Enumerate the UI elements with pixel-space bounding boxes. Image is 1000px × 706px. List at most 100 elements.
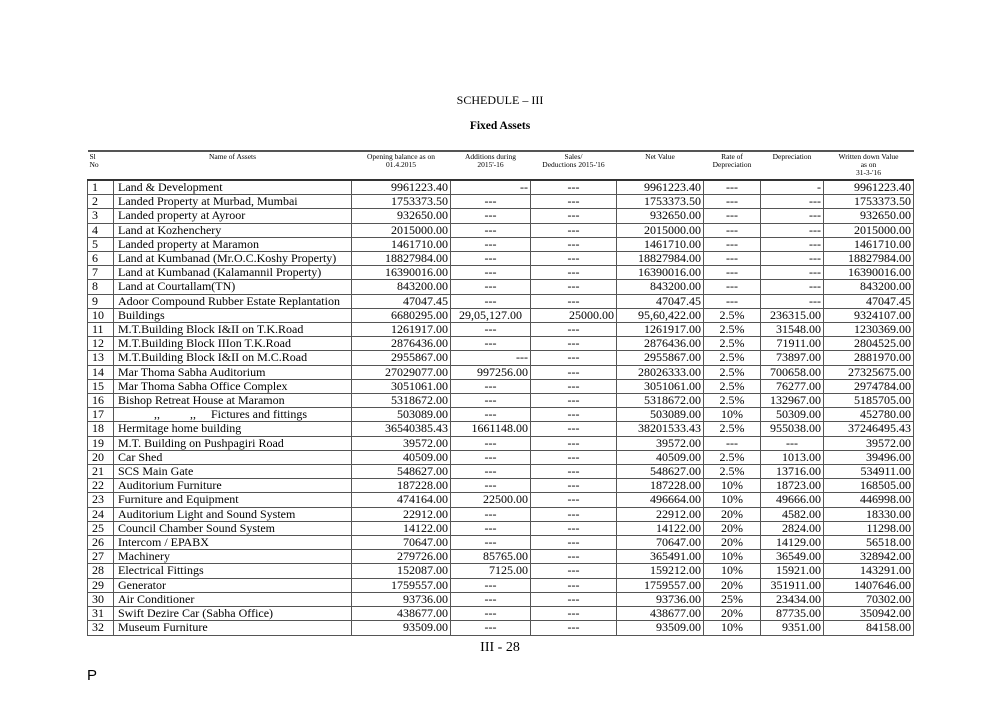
cell-name: Auditorium Furniture: [113, 478, 352, 494]
cell-depreciation: 36549.00: [760, 549, 824, 565]
cell-rate: ---: [703, 179, 761, 196]
cell-wdv: 47047.45: [823, 293, 914, 309]
table-row: 32 Museum Furniture 93509.00 --- --- 93509.00…: [87, 620, 914, 636]
cell-rate: 2.5%: [703, 449, 761, 466]
cell-additions: 85765.00: [450, 549, 531, 565]
cell-wdv: 56518.00: [823, 535, 914, 551]
table-row: 17,, ,, Fictures and fittings 503089.00 --…: [87, 407, 914, 423]
cell-additions: --: [450, 179, 531, 196]
table-row: 19 M.T. Building on Pushpagiri Road 39572.…: [87, 435, 914, 451]
cell-rate: 2.5%: [703, 336, 761, 352]
cell-sl: 10: [87, 307, 114, 324]
cell-rate: 20%: [703, 577, 761, 593]
cell-wdv: 328942.00: [823, 549, 914, 565]
cell-depreciation: 700658.00: [760, 364, 824, 380]
cell-depreciation: -: [760, 179, 824, 196]
cell-name: Intercom / EPABX: [113, 535, 352, 551]
header-wdv: Written down Value as on 31-3-'16: [823, 150, 914, 180]
cell-name: Machinery: [113, 549, 352, 565]
cell-sales: ---: [530, 535, 617, 551]
cell-sales: ---: [530, 464, 617, 480]
cell-depreciation: 13716.00: [760, 464, 824, 480]
cell-depreciation: ---: [760, 222, 824, 238]
cell-depreciation: 23434.00: [760, 591, 824, 608]
cell-depreciation: 76277.00: [760, 378, 824, 395]
cell-additions: ---: [450, 251, 531, 267]
cell-additions: ---: [450, 449, 531, 466]
cell-opening: 932650.00: [351, 208, 451, 224]
cell-sales: ---: [530, 478, 617, 494]
cell-sales: ---: [530, 421, 617, 437]
cell-net: 365491.00: [616, 549, 704, 565]
table-row: 10 Buildings 6680295.00 29,05,127.00 25000.0…: [87, 307, 914, 324]
header-name: Name of Assets: [113, 150, 352, 180]
table-row: 26 Intercom / EPABX 70647.00 --- --- 70647.00…: [87, 535, 914, 551]
cell-wdv: 37246495.43: [823, 421, 914, 437]
cell-net: 548627.00: [616, 464, 704, 480]
cell-depreciation: 236315.00: [760, 307, 824, 324]
cell-sales: ---: [530, 549, 617, 565]
cell-wdv: 2974784.00: [823, 378, 914, 395]
table-row: 25 Council Chamber Sound System 14122.00 --…: [87, 520, 914, 537]
cell-name: Museum Furniture: [113, 620, 352, 636]
cell-sales: ---: [530, 364, 617, 380]
table-row: 5 Landed property at Maramon 1461710.00 ---…: [87, 236, 914, 253]
cell-additions: ---: [450, 620, 531, 636]
cell-rate: 10%: [703, 478, 761, 494]
cell-name: Adoor Compound Rubber Estate Replantatio…: [113, 293, 352, 309]
cell-sales: ---: [530, 350, 617, 366]
cell-rate: 2.5%: [703, 378, 761, 395]
cell-sl: 26: [87, 535, 114, 551]
cell-wdv: 5185705.00: [823, 393, 914, 409]
cell-sales: ---: [530, 208, 617, 224]
cell-net: 39572.00: [616, 435, 704, 451]
cell-depreciation: 87735.00: [760, 606, 824, 622]
table-row: 13 M.T.Building Block I&II on M.C.Road 295…: [87, 350, 914, 366]
table-row: 27 Machinery 279726.00 85765.00 --- 365491.00…: [87, 549, 914, 565]
table-row: 8 Land at Courtallam(TN) 843200.00 --- --- 84…: [87, 279, 914, 295]
cell-opening: 3051061.00: [351, 378, 451, 395]
cell-opening: 438677.00: [351, 606, 451, 622]
cell-wdv: 168505.00: [823, 478, 914, 494]
cell-additions: ---: [450, 194, 531, 210]
cell-name: Generator: [113, 577, 352, 593]
table-row: 11 M.T.Building Block I&II on T.K.Road 126…: [87, 322, 914, 338]
cell-depreciation: ---: [760, 251, 824, 267]
cell-sales: ---: [530, 620, 617, 636]
header-net: Net Value: [616, 150, 704, 180]
table-row: 29 Generator 1759557.00 --- --- 1759557.00 20%…: [87, 577, 914, 593]
cell-wdv: 1407646.00: [823, 577, 914, 593]
cell-rate: ---: [703, 251, 761, 267]
header-sl: Sl No: [87, 150, 114, 180]
cell-wdv: 16390016.00: [823, 265, 914, 281]
cell-depreciation: 50309.00: [760, 407, 824, 423]
table-row: 9 Adoor Compound Rubber Estate Replantati…: [87, 293, 914, 309]
cell-name: M.T.Building Block I&II on M.C.Road: [113, 350, 352, 366]
cell-net: 16390016.00: [616, 265, 704, 281]
cell-sales: ---: [530, 492, 617, 508]
cell-sl: 3: [87, 208, 114, 224]
cell-additions: 22500.00: [450, 492, 531, 508]
cell-name: Furniture and Equipment: [113, 492, 352, 508]
cell-opening: 39572.00: [351, 435, 451, 451]
cell-rate: 2.5%: [703, 322, 761, 338]
cell-sl: 18: [87, 421, 114, 437]
cell-name: ,, ,, Fictures and fittings: [113, 407, 352, 423]
cell-rate: 2.5%: [703, 307, 761, 324]
cell-net: 38201533.43: [616, 421, 704, 437]
cell-sl: 14: [87, 364, 114, 380]
cell-opening: 2015000.00: [351, 222, 451, 238]
cell-name: M.T. Building on Pushpagiri Road: [113, 435, 352, 451]
cell-sl: 15: [87, 378, 114, 395]
cell-depreciation: ---: [760, 293, 824, 309]
cell-sl: 19: [87, 435, 114, 451]
cell-sl: 28: [87, 563, 114, 579]
cell-depreciation: 351911.00: [760, 577, 824, 593]
cell-wdv: 1753373.50: [823, 194, 914, 210]
cell-sales: ---: [530, 520, 617, 537]
cell-net: 1753373.50: [616, 194, 704, 210]
cell-depreciation: 18723.00: [760, 478, 824, 494]
cell-sales: ---: [530, 236, 617, 253]
cell-net: 47047.45: [616, 293, 704, 309]
cell-sl: 8: [87, 279, 114, 295]
